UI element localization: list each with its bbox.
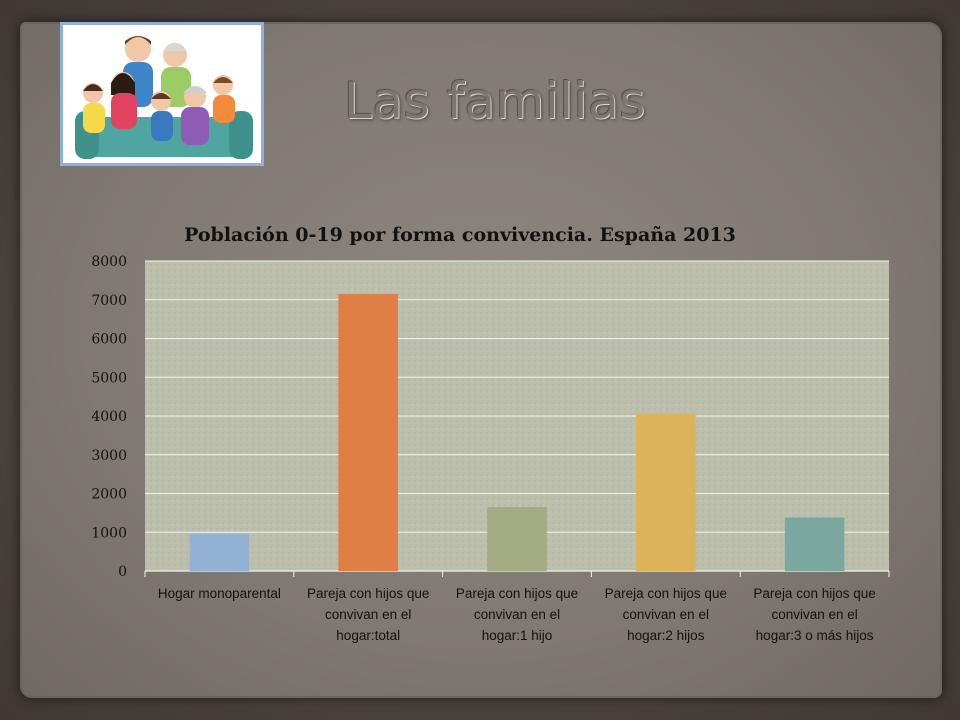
x-tick-label: Pareja con hijos que convivan en el hogar:… [605, 586, 727, 643]
y-tick-label: 8000 [91, 254, 127, 270]
bar [784, 517, 845, 571]
y-tick-label: 5000 [91, 370, 127, 386]
y-tick-label: 6000 [91, 332, 127, 348]
family-photo [60, 22, 264, 166]
chart-title: Población 0-19 por forma convivencia. Es… [184, 224, 736, 246]
y-tick-label: 4000 [91, 409, 127, 425]
family-illustration-icon [63, 25, 261, 163]
x-tick-label: Hogar monoparental [158, 586, 281, 601]
y-axis-ticks: 0 1000 2000 3000 4000 5000 6000 7000 8000 [91, 254, 127, 580]
y-tick-label: 3000 [91, 448, 127, 464]
bar [189, 534, 250, 571]
x-tick-label: Pareja con hijos que convivan en el hogar:… [307, 586, 429, 643]
x-tick-label: Pareja con hijos que convivan en el hogar:… [456, 586, 578, 643]
bar [338, 293, 398, 571]
y-tick-label: 7000 [91, 293, 127, 309]
y-tick-label: 1000 [91, 525, 127, 541]
bars [189, 293, 845, 571]
x-axis-ticks: Hogar monoparental Pareja con hijos que co… [158, 586, 876, 643]
y-tick-label: 0 [118, 564, 127, 580]
bar [487, 507, 547, 571]
slide-title: Las familias [344, 72, 646, 130]
x-tick-label: Pareja con hijos que convivan en el hogar:… [753, 586, 875, 643]
y-tick-label: 2000 [91, 487, 127, 503]
bar [636, 414, 696, 571]
